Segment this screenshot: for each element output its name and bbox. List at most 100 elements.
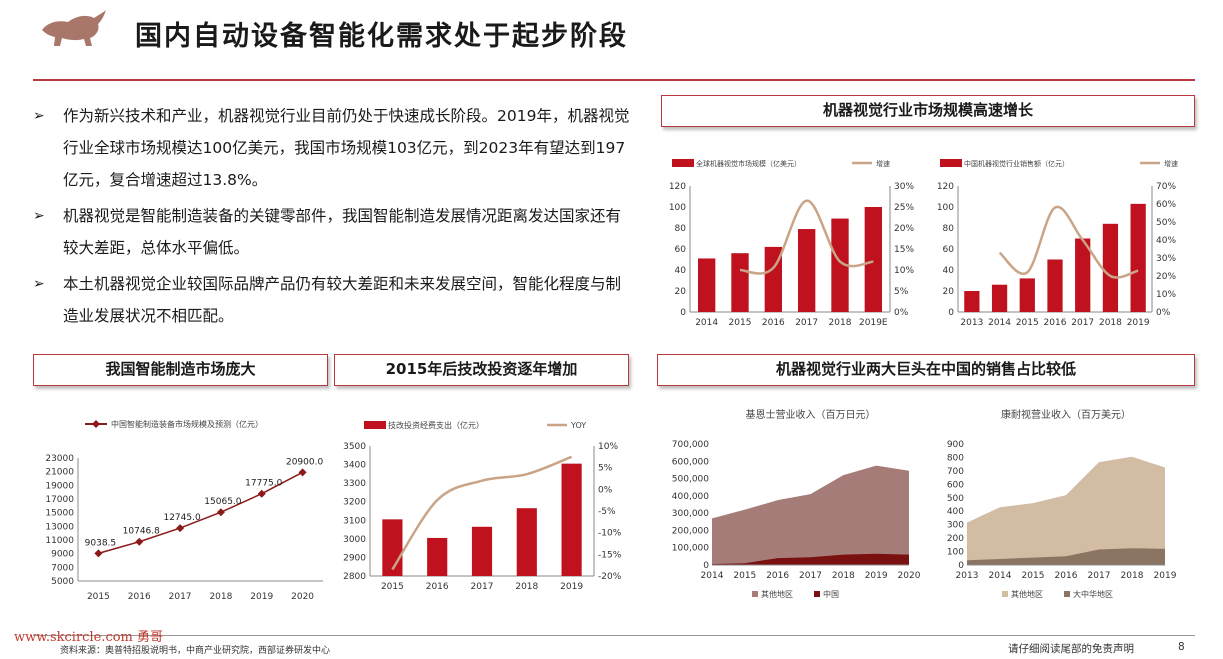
x-tick-label: 2020	[898, 571, 921, 581]
y-tick-label: 3100	[343, 516, 366, 526]
area-lower	[712, 553, 909, 565]
x-tick-label: 2019	[250, 592, 273, 602]
y-tick-label: 500	[947, 494, 964, 504]
bar	[731, 253, 749, 312]
x-tick-label: 2018	[829, 318, 852, 328]
y-tick-label: 0	[680, 308, 686, 318]
y2-tick-label: 60%	[1156, 200, 1176, 210]
y2-tick-label: 0%	[894, 308, 909, 318]
y-tick-label: 20	[675, 287, 687, 297]
watermark: www.skcircle.com 勇哥	[14, 630, 164, 645]
y-tick-label: 100	[937, 203, 954, 213]
y-tick-label: 120	[669, 182, 686, 192]
area-upper	[967, 456, 1165, 565]
legend-swatch	[814, 591, 820, 597]
legend-label: 其他地区	[1011, 589, 1043, 599]
x-tick-label: 2018	[515, 582, 538, 592]
bullet-text: 机器视觉是智能制造装备的关键零部件，我国智能制造发展情况距离发达国家还有较大差距…	[63, 207, 622, 257]
x-tick-label: 2014	[695, 318, 718, 328]
y-tick-label: 700	[947, 467, 964, 477]
x-tick-label: 2014	[701, 571, 724, 581]
y-tick-label: 3200	[343, 498, 366, 508]
x-tick-label: 2019	[1154, 571, 1177, 581]
x-tick-label: 2018	[209, 592, 232, 602]
y-tick-label: 2800	[343, 572, 366, 582]
legend-marker	[92, 420, 100, 428]
x-tick-label: 2017	[1088, 571, 1111, 581]
y-tick-label: 100	[669, 203, 686, 213]
x-tick-label: 2019	[1127, 318, 1150, 328]
global-market-chart: 全球机器视觉市场规模（亿美元） 增速 0 20 40 60 80 100 120 0% 5% 10% 1…	[669, 159, 914, 328]
legend-swatch	[752, 591, 758, 597]
area-upper	[712, 465, 909, 565]
legend-swatch	[1002, 591, 1008, 597]
y-tick-label: 0	[703, 561, 709, 571]
data-label: 12745.0	[163, 513, 200, 523]
legend-label: 中国机器视觉行业销售额（亿元）	[964, 159, 1069, 168]
cognex-revenue-chart: 康耐视营业收入（百万美元） 0 100 200 300 400 500 600 700 800 90…	[947, 408, 1177, 599]
y-tick-label: 3500	[343, 442, 366, 452]
box-title-market-growth: 机器视觉行业市场规模高速增长	[661, 95, 1195, 127]
legend-label: 增速	[876, 159, 890, 168]
y-tick-label: 120	[937, 182, 954, 192]
y-tick-label: 600,000	[672, 457, 709, 467]
data-label: 10746.8	[123, 527, 160, 537]
y-tick-label: 600	[947, 480, 964, 490]
bar	[991, 284, 1008, 312]
x-tick-label: 2018	[832, 571, 855, 581]
y2-tick-label: 15%	[894, 245, 914, 255]
bar	[1130, 203, 1146, 312]
data-label: 9038.5	[85, 538, 117, 548]
y-tick-label: 7000	[51, 563, 74, 573]
y2-tick-label: 5%	[894, 287, 909, 297]
y-tick-label: 60	[675, 245, 687, 255]
x-tick-label: 2015	[381, 582, 404, 592]
y-tick-label: 300,000	[672, 509, 709, 519]
y-tick-label: 21000	[45, 468, 74, 478]
y-tick-label: 20	[943, 287, 955, 297]
y-tick-label: 200,000	[672, 526, 709, 536]
data-point	[257, 489, 266, 498]
y-tick-label: 15000	[45, 509, 74, 519]
x-tick-label: 2013	[956, 571, 979, 581]
y2-tick-label: -20%	[598, 572, 622, 582]
x-tick-label: 2015	[733, 571, 756, 581]
y2-tick-label: -10%	[598, 529, 622, 539]
x-tick-label: 2017	[795, 318, 818, 328]
data-point	[298, 468, 307, 477]
bar	[1019, 278, 1035, 312]
x-tick-label: 2014	[989, 571, 1012, 581]
legend-swatch-bar	[672, 159, 694, 167]
box-title-tech-invest: 2015年后技改投资逐年增加	[334, 354, 629, 386]
y-tick-label: 200	[947, 534, 964, 544]
y2-tick-label: 70%	[1156, 182, 1176, 192]
legend-swatch-bar	[940, 159, 962, 167]
y2-tick-label: 40%	[1156, 236, 1176, 246]
x-tick-label: 2020	[291, 592, 314, 602]
y-tick-label: 40	[943, 266, 955, 276]
y2-tick-label: 0%	[598, 485, 613, 495]
box-title-giants: 机器视觉行业两大巨头在中国的销售占比较低	[657, 354, 1195, 386]
y-tick-label: 3400	[343, 461, 366, 471]
bullet-item: ➢ 作为新兴技术和产业，机器视觉行业目前仍处于快速成长阶段。2019年，机器视觉…	[33, 100, 633, 196]
bar	[1102, 223, 1119, 312]
footer-divider	[33, 635, 1195, 636]
y-tick-label: 13000	[45, 522, 74, 532]
bar	[864, 207, 882, 312]
y-tick-label: 400,000	[672, 492, 709, 502]
legend-label: YOY	[570, 421, 586, 430]
page-title: 国内自动设备智能化需求处于起步阶段	[135, 21, 628, 52]
area-lower	[967, 548, 1165, 565]
smart-mfg-chart: 中国智能制造装备市场规模及预测（亿元） 5000 7000 9000 11000 1300…	[45, 419, 323, 602]
legend-label: 中国智能制造装备市场规模及预测（亿元）	[111, 419, 263, 429]
y-tick-label: 80	[943, 224, 955, 234]
bar	[427, 537, 448, 576]
growth-line	[391, 455, 573, 571]
y2-tick-label: 30%	[1156, 254, 1176, 264]
x-tick-label: 2018	[1121, 571, 1144, 581]
bullet-text: 作为新兴技术和产业，机器视觉行业目前仍处于快速成长阶段。2019年，机器视觉行业…	[63, 107, 630, 189]
bullet-text: 本土机器视觉企业较国际品牌产品仍有较大差距和未来发展空间，智能化程度与制造业发展…	[63, 275, 622, 325]
y-tick-label: 3000	[343, 535, 366, 545]
y-tick-label: 11000	[45, 536, 74, 546]
source-note: 资料来源：奥普特招股说明书，中商产业研究院，西部证券研发中心	[60, 646, 331, 656]
